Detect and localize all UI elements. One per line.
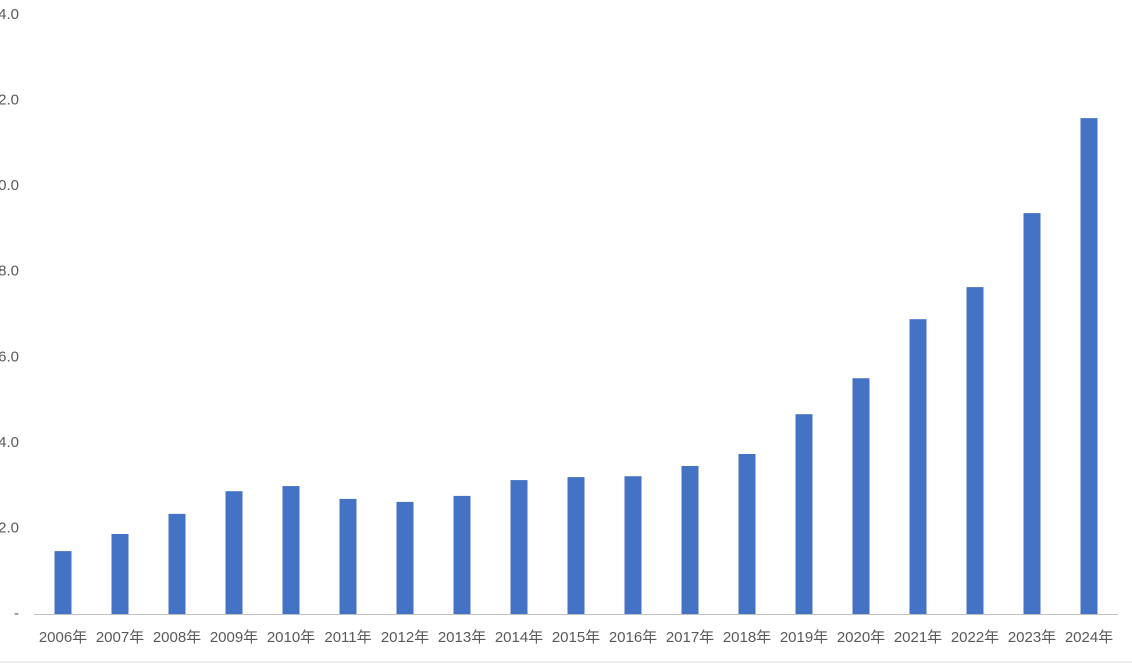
bar (282, 486, 300, 614)
y-tick-label: 4.0 (0, 434, 19, 451)
x-tick-label: 2021年 (894, 629, 942, 646)
x-tick-label: 2018年 (723, 629, 771, 646)
y-tick-label: 6.0 (0, 348, 19, 365)
bar (1023, 213, 1041, 615)
x-tick-label: 2011年 (324, 629, 371, 646)
bar (624, 476, 642, 614)
y-tick-label: 10.0 (0, 177, 19, 194)
bar (909, 319, 927, 614)
bar (567, 477, 585, 614)
x-tick-label: 2022年 (951, 629, 999, 646)
x-tick-label: 2020年 (837, 629, 885, 646)
y-tick-label: 14.0 (0, 6, 19, 23)
x-tick-label: 2024年 (1065, 629, 1113, 646)
x-tick-label: 2015年 (552, 629, 600, 646)
bar (339, 498, 357, 614)
x-tick-label: 2012年 (381, 629, 429, 646)
bar (168, 513, 186, 614)
x-tick-label: 2007年 (96, 629, 144, 646)
y-tick-label: 8.0 (0, 263, 19, 280)
bar (966, 287, 984, 614)
x-tick-label: 2013年 (438, 629, 486, 646)
y-tick-label: - (14, 605, 19, 622)
bar (852, 378, 870, 614)
bar (510, 480, 528, 614)
bar (111, 533, 129, 614)
bar (396, 501, 414, 614)
x-tick-label: 2009年 (210, 629, 258, 646)
x-tick-label: 2023年 (1008, 629, 1056, 646)
y-tick-label: 2.0 (0, 519, 19, 536)
bar (54, 551, 72, 614)
bar (795, 414, 813, 614)
bar (738, 453, 756, 614)
x-tick-label: 2017年 (666, 629, 714, 646)
x-tick-label: 2016年 (609, 629, 657, 646)
x-tick-label: 2006年 (39, 629, 87, 646)
bar (1080, 118, 1098, 614)
x-tick-label: 2008年 (153, 629, 201, 646)
x-tick-label: 2010年 (267, 629, 315, 646)
bar (453, 495, 471, 614)
x-tick-label: 2019年 (780, 629, 828, 646)
bar (225, 491, 243, 614)
x-tick-label: 2014年 (495, 629, 543, 646)
bar (681, 465, 699, 614)
y-tick-label: 12.0 (0, 92, 19, 109)
